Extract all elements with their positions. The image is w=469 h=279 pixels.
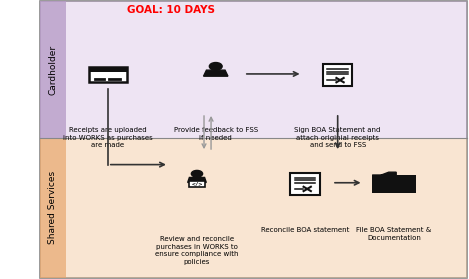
Text: Reconcile BOA statement: Reconcile BOA statement <box>261 227 349 234</box>
Bar <box>372 175 416 193</box>
Polygon shape <box>204 70 228 76</box>
Text: Sign BOA Statement and
attach originial receipts
and send to FSS: Sign BOA Statement and attach originial … <box>295 127 381 148</box>
Bar <box>40 138 66 278</box>
Circle shape <box>191 170 203 177</box>
Circle shape <box>209 62 222 70</box>
Bar <box>40 1 66 138</box>
Bar <box>89 68 127 72</box>
Bar <box>66 1 467 138</box>
Polygon shape <box>188 177 206 182</box>
Text: Provide feedback to FSS
if needed: Provide feedback to FSS if needed <box>174 127 258 141</box>
Text: Review and reconcile
purchases in WORKS to
ensure compliance with
policies: Review and reconcile purchases in WORKS … <box>155 236 239 265</box>
Bar <box>290 173 319 195</box>
Text: Cardholder: Cardholder <box>48 45 57 95</box>
Text: Receipts are uploaded
into WORKS as purchases
are made: Receipts are uploaded into WORKS as purc… <box>63 127 153 148</box>
Bar <box>89 67 127 83</box>
Text: GOAL: 10 DAYS: GOAL: 10 DAYS <box>127 5 215 15</box>
Text: </>: </> <box>191 182 203 187</box>
Bar <box>189 181 204 187</box>
Text: Shared Services: Shared Services <box>48 171 57 244</box>
Bar <box>323 64 353 86</box>
Text: File BOA Statement &
Documentation: File BOA Statement & Documentation <box>356 227 431 241</box>
Polygon shape <box>372 172 396 175</box>
Bar <box>66 138 467 278</box>
